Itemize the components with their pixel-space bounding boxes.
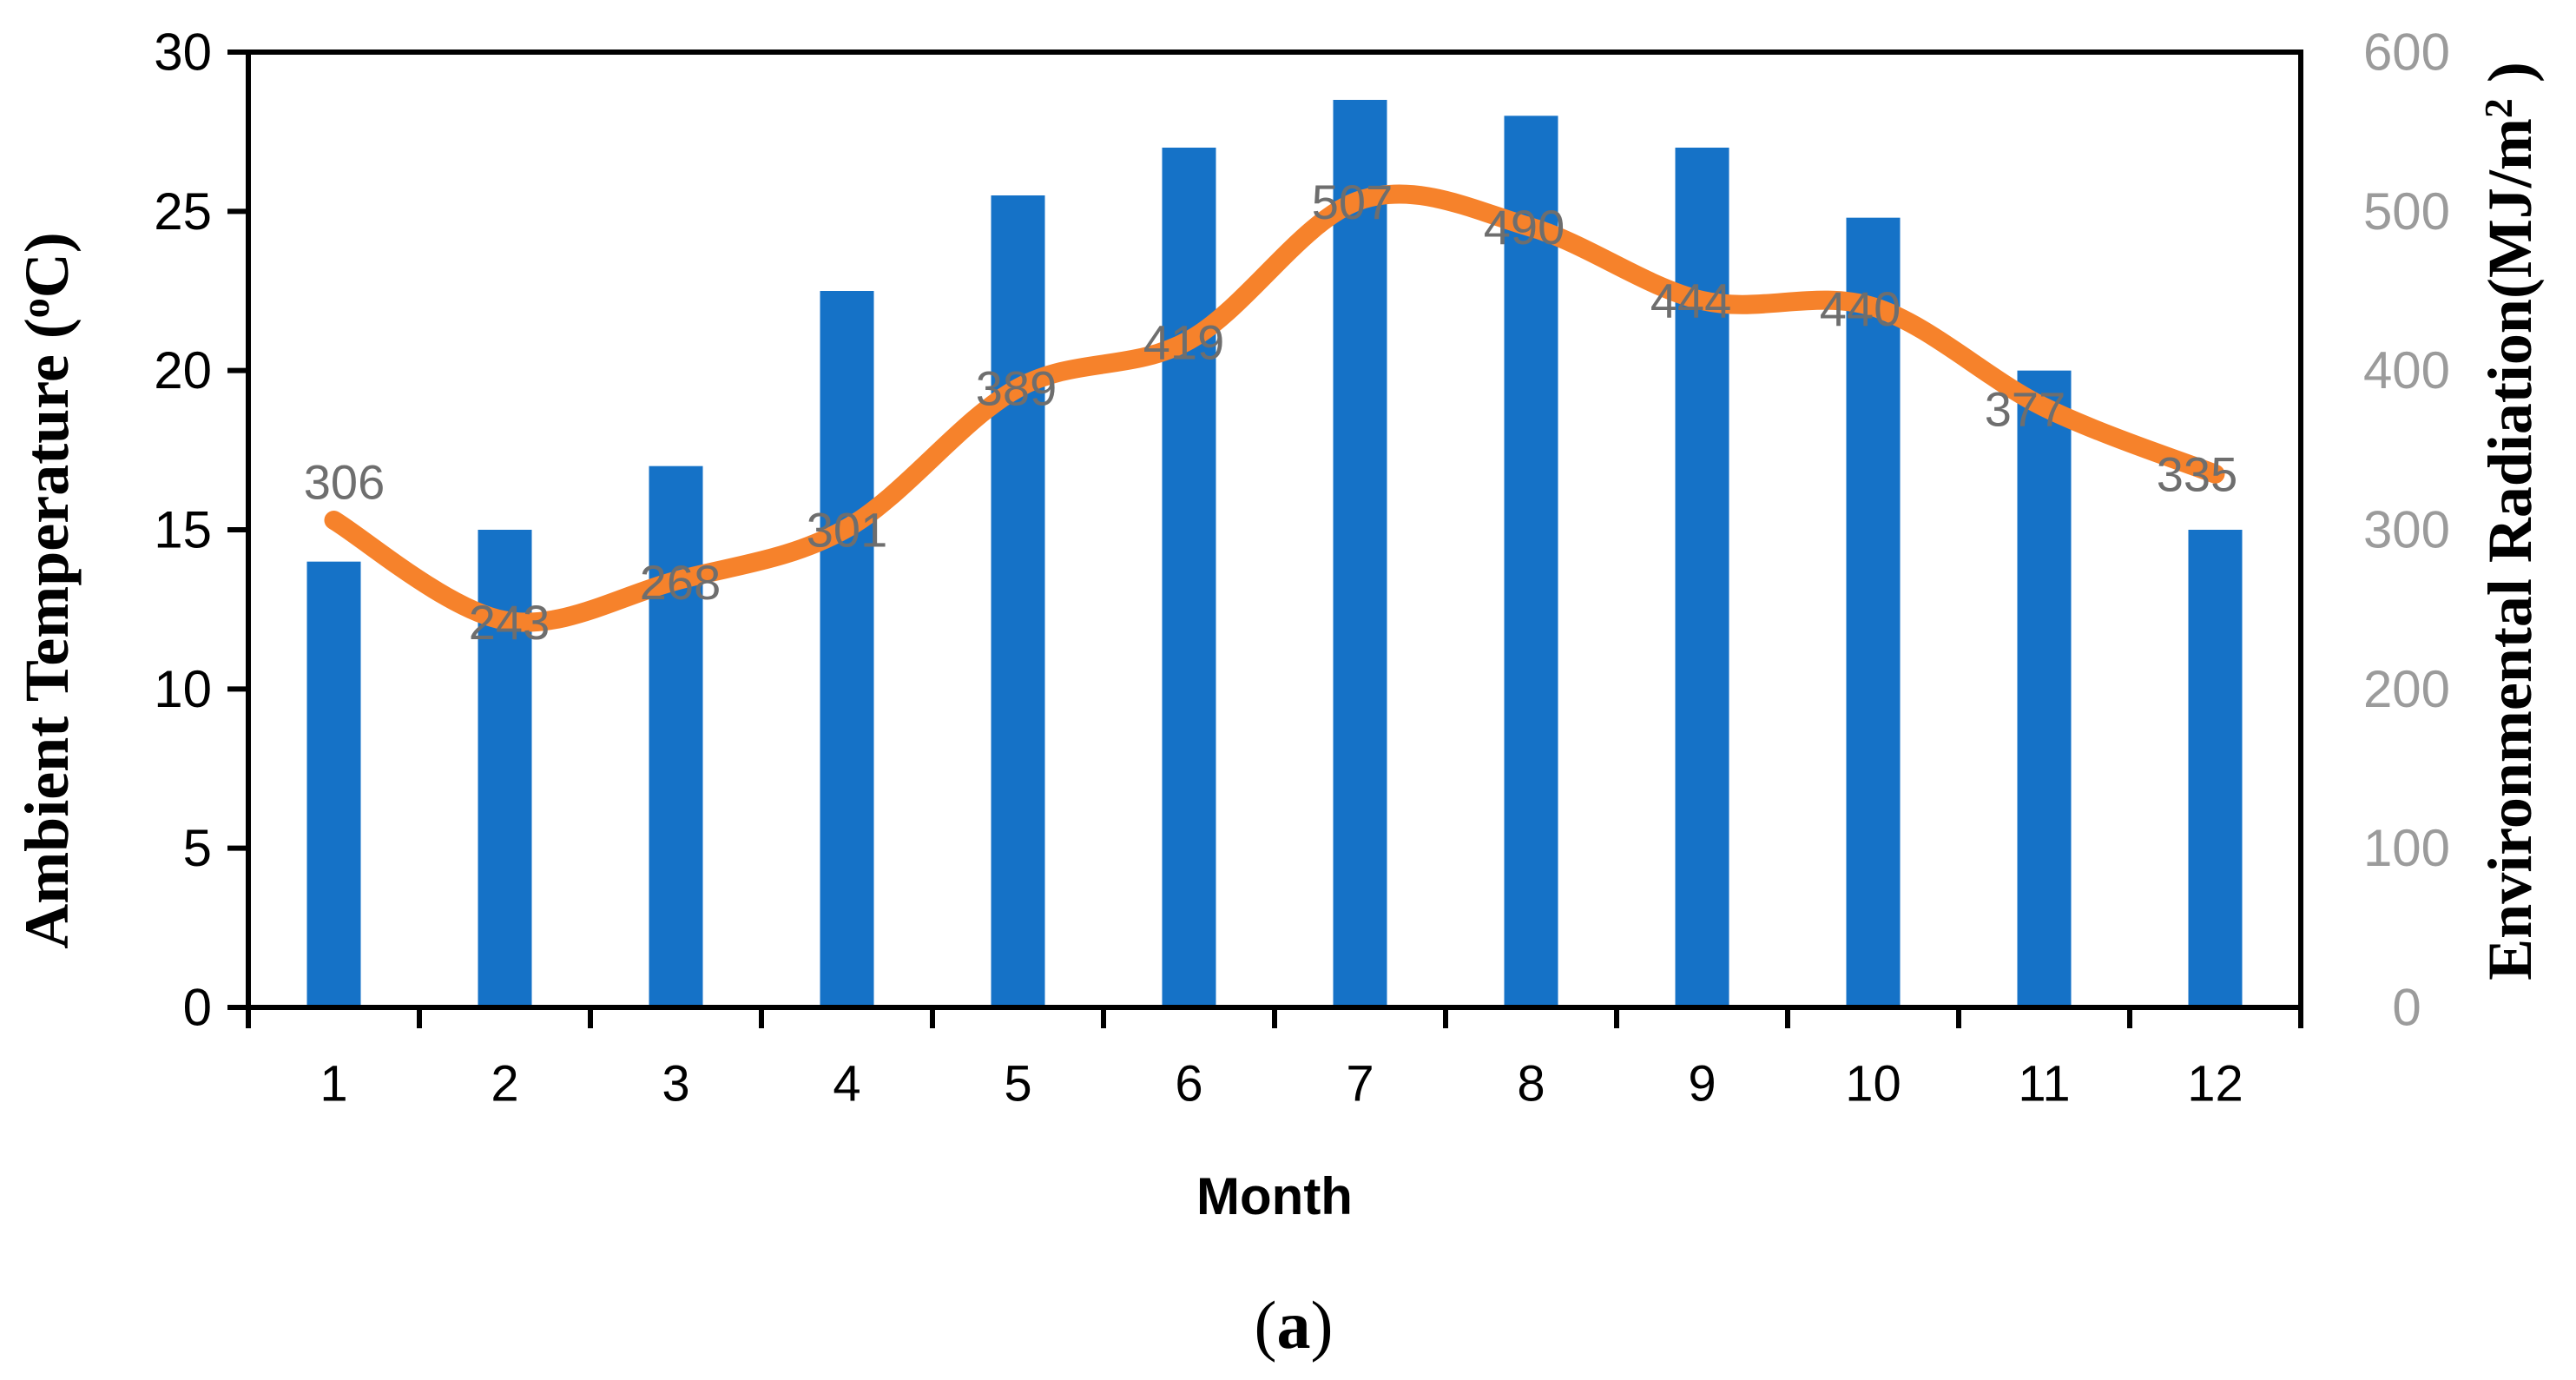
left-axis-tick-label-10: 10	[154, 660, 212, 718]
caption-letter: a	[1277, 1287, 1311, 1363]
radiation-data-label-month-12: 335	[2157, 446, 2237, 501]
axes-group	[227, 50, 2303, 1028]
left-axis-tick-label-20: 20	[154, 341, 212, 399]
bar-month-7	[1333, 100, 1387, 1007]
radiation-data-label-month-1: 306	[304, 455, 385, 510]
x-axis-title: Month	[1196, 1167, 1353, 1225]
x-axis-tick-label-12: 12	[2187, 1056, 2243, 1113]
right-axis-tick-label-0: 0	[2392, 979, 2421, 1037]
x-axis-tick-label-7: 7	[1346, 1056, 1374, 1113]
x-axis-tick-label-1: 1	[320, 1056, 347, 1113]
right-axis-title: Environmental Radiation(MJ/m2 )	[2475, 62, 2545, 981]
left-axis-title-end: C)	[12, 232, 82, 298]
x-axis-tick-label-3: 3	[662, 1056, 689, 1113]
radiation-data-label-month-8: 490	[1484, 200, 1565, 254]
left-axis-tick-label-25: 25	[154, 182, 212, 241]
bar-month-12	[2188, 530, 2243, 1007]
x-axis-tick-label-9: 9	[1688, 1056, 1716, 1113]
radiation-line	[324, 184, 2225, 632]
right-axis-tick-label-400: 400	[2363, 341, 2450, 399]
caption-open-paren: (	[1255, 1287, 1277, 1363]
radiation-data-label-month-10: 440	[1820, 281, 1901, 336]
data-labels-group: 306 243 268 301 389 419 507 490 444 440 377 335	[304, 175, 2237, 650]
x-axis-tick-label-10: 10	[1845, 1056, 1901, 1113]
x-axis-tick-label-5: 5	[1004, 1056, 1031, 1113]
left-axis-title: Ambient Temperature (oC)	[12, 232, 82, 949]
right-axis-title-end: )	[2475, 62, 2545, 98]
left-axis-tick-label-0: 0	[183, 979, 212, 1037]
radiation-data-label-month-2: 243	[469, 595, 550, 650]
caption-close-paren: )	[1311, 1287, 1334, 1363]
x-axis-tick-label-8: 8	[1517, 1056, 1545, 1113]
right-axis-tick-label-300: 300	[2363, 501, 2450, 559]
bar-month-11	[2017, 370, 2072, 1008]
x-axis-tick-label-6: 6	[1175, 1056, 1202, 1113]
radiation-data-label-month-9: 444	[1650, 274, 1731, 328]
radiation-line-group	[324, 184, 2225, 632]
right-axis-title-main: Environmental Radiation(MJ/m	[2475, 118, 2545, 981]
radiation-data-label-month-7: 507	[1312, 175, 1393, 229]
bar-month-5	[991, 195, 1045, 1007]
bar-month-8	[1504, 116, 1558, 1007]
radiation-data-label-month-11: 377	[1985, 381, 2065, 436]
radiation-data-label-month-3: 268	[640, 555, 721, 610]
right-axis-tick-label-100: 100	[2363, 819, 2450, 877]
bar-month-3	[649, 466, 703, 1007]
right-axis-tick-label-500: 500	[2363, 182, 2450, 241]
right-axis-tick-label-600: 600	[2363, 23, 2450, 82]
x-axis-tick-label-4: 4	[833, 1056, 860, 1113]
x-axis-tick-label-11: 11	[2018, 1056, 2070, 1113]
radiation-data-label-month-6: 419	[1143, 314, 1224, 369]
bar-month-6	[1162, 148, 1216, 1007]
figure-caption: (a)	[1255, 1287, 1334, 1363]
right-axis-tick-label-200: 200	[2363, 660, 2450, 718]
radiation-data-label-month-4: 301	[807, 503, 887, 558]
left-axis-title-main: Ambient Temperature (	[12, 318, 82, 949]
left-axis-tick-label-30: 30	[154, 23, 212, 82]
radiation-data-label-month-5: 389	[976, 360, 1057, 415]
left-axis-title-superscript: o	[13, 298, 57, 318]
x-axis-tick-label-2: 2	[491, 1056, 518, 1113]
left-axis-tick-label-15: 15	[154, 501, 212, 559]
bar-month-1	[306, 561, 361, 1007]
bar-month-10	[1846, 217, 1901, 1007]
left-axis-tick-label-5: 5	[183, 819, 212, 877]
bar-month-4	[820, 291, 874, 1007]
temperature-bars-group	[306, 100, 2243, 1008]
right-axis-title-superscript: 2	[2476, 98, 2520, 118]
